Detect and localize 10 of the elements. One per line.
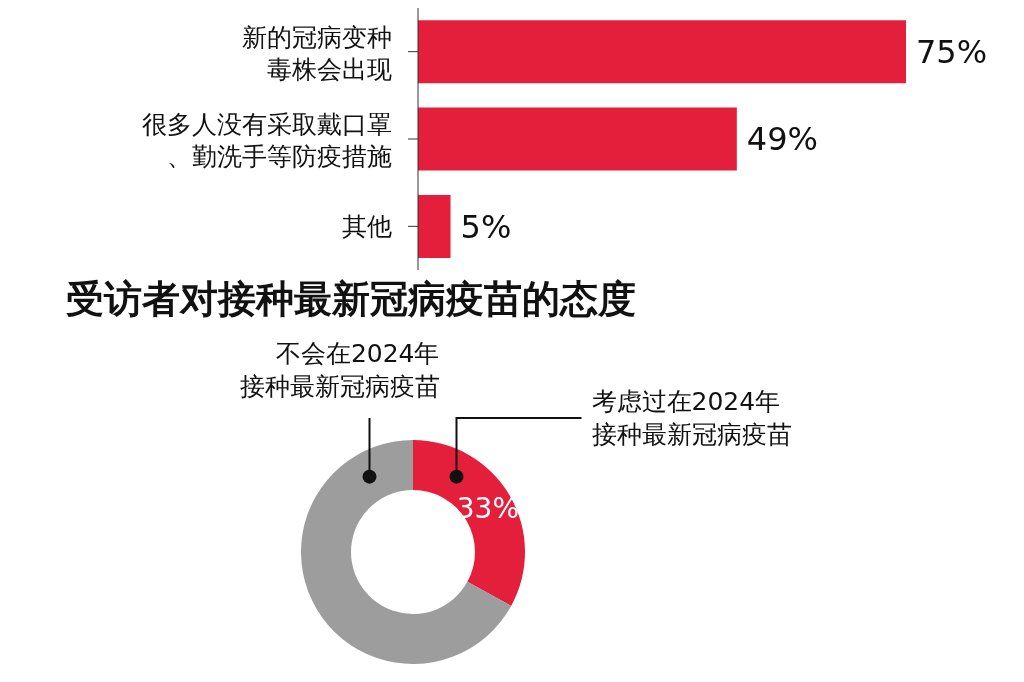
donut-slice <box>413 440 525 606</box>
y-tick-label: 很多人没有采取戴口罩、勤洗手等防疫措施 <box>142 110 392 171</box>
slice-label: 不会在2024年接种最新冠病疫苗 <box>239 339 440 401</box>
slice-label: 考虑过在2024年接种最新冠病疫苗 <box>591 387 792 449</box>
chart-title: 受访者对接种最新冠病疫苗的态度 <box>65 276 637 323</box>
y-tick-label: 其他 <box>342 212 392 242</box>
data-label: 5% <box>460 207 512 246</box>
data-label: 49% <box>746 120 818 159</box>
data-label: 75% <box>916 33 988 72</box>
y-tick-label: 新的冠病变种毒株会出现 <box>242 22 392 84</box>
